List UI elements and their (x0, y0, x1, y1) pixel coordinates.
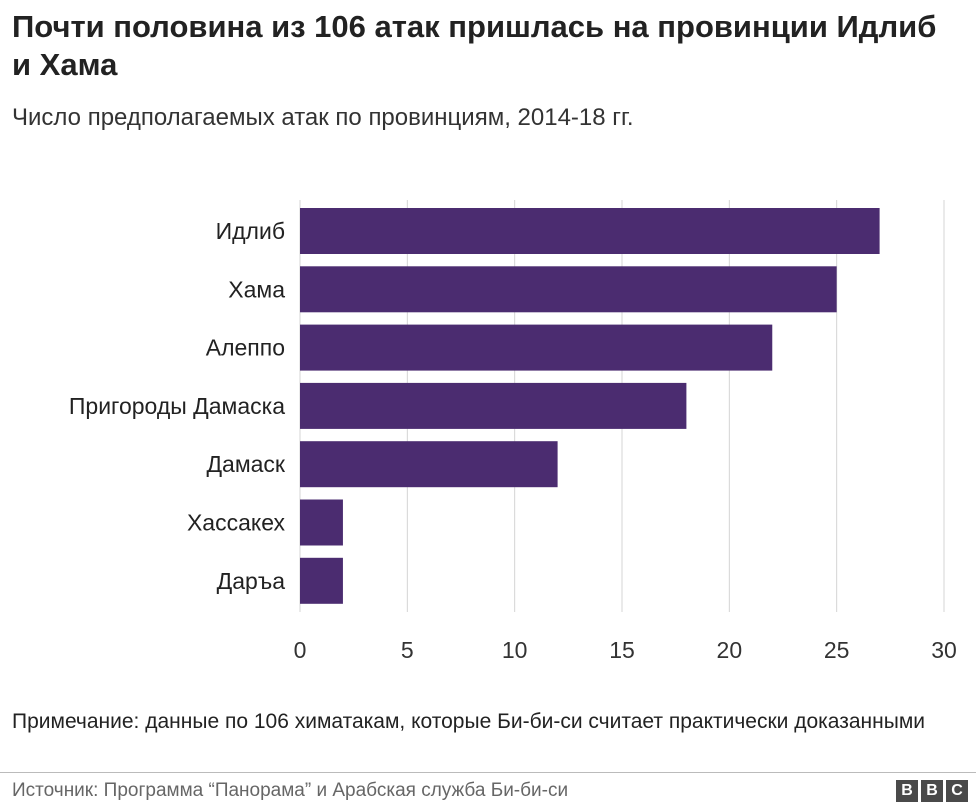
bar (300, 266, 837, 313)
category-label: Алеппо (206, 335, 285, 361)
bar (300, 324, 773, 371)
bar (300, 557, 343, 604)
footer-divider (0, 772, 976, 773)
category-label: Идлиб (216, 218, 285, 244)
x-tick-label: 30 (931, 637, 957, 663)
x-tick-label: 20 (717, 637, 743, 663)
x-tick-label: 15 (609, 637, 635, 663)
category-label: Хассакех (187, 510, 286, 536)
bar-chart: 0 5 10 15 20 25 30 Идлиб Хама Алеппо Пригороды Дам… (69, 200, 957, 663)
bar (300, 382, 687, 429)
bar (300, 208, 880, 254)
chart-subtitle: Число предполагаемых атак по провинциям,… (12, 104, 634, 131)
logo-letter: B (921, 780, 943, 802)
category-label: Пригороды Дамаска (69, 393, 285, 419)
x-tick-label: 10 (502, 637, 528, 663)
chart-note: Примечание: данные по 106 химатакам, кот… (12, 710, 925, 733)
x-tick-label: 25 (824, 637, 850, 663)
logo-letter: C (946, 780, 968, 802)
x-tick-label: 0 (294, 637, 307, 663)
category-label: Хама (228, 276, 285, 302)
chart-title: Почти половина из 106 атак пришлась на п… (12, 9, 937, 82)
category-label: Даръа (217, 568, 286, 594)
bbc-logo: B B C (896, 780, 968, 802)
bar (300, 441, 558, 488)
source-text: Источник: Программа “Панорама” и Арабска… (12, 780, 569, 801)
x-tick-label: 5 (401, 637, 414, 663)
category-label: Дамаск (206, 451, 285, 477)
bar (300, 499, 343, 546)
logo-letter: B (896, 780, 918, 802)
